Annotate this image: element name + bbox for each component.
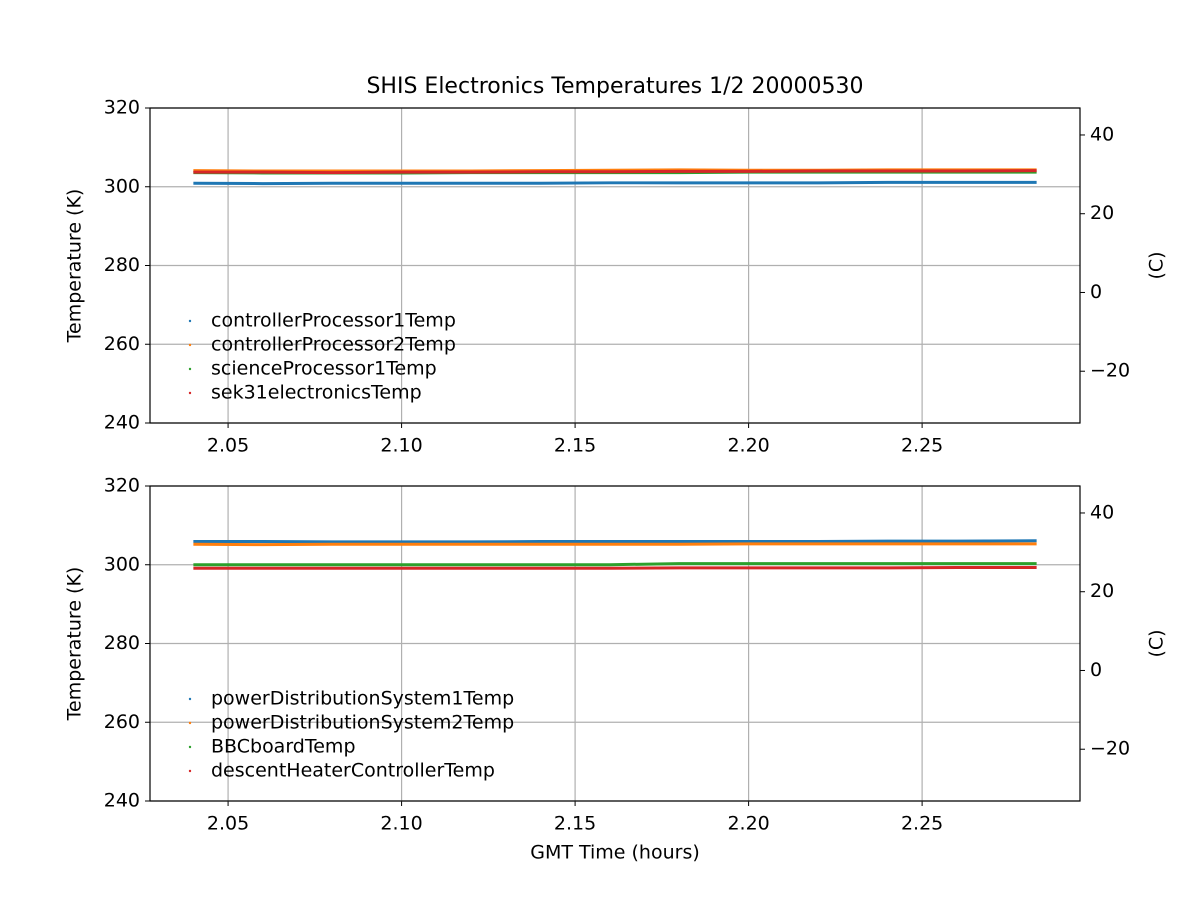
y2-tick-label: −20 <box>1090 360 1130 382</box>
y2-tick-label: 20 <box>1090 202 1114 224</box>
x-tick-label: 2.05 <box>207 435 249 457</box>
y-tick-label: 280 <box>104 632 140 654</box>
y-axis-label: Temperature (K) <box>64 189 86 344</box>
y-tick-label: 240 <box>104 790 140 812</box>
y-tick-label: 300 <box>104 553 140 575</box>
chart-title: SHIS Electronics Temperatures 1/2 200005… <box>366 74 863 99</box>
y-axis-label: Temperature (K) <box>64 567 86 722</box>
legend-label: scienceProcessor1Temp <box>211 358 437 380</box>
x-tick-label: 2.20 <box>727 435 769 457</box>
y2-tick-label: 40 <box>1090 123 1114 145</box>
series-line <box>193 539 1037 544</box>
legend-label: powerDistributionSystem2Temp <box>211 712 514 734</box>
y2-tick-label: −20 <box>1090 738 1130 760</box>
x-axis-label: GMT Time (hours) <box>530 842 700 864</box>
y2-axis-label: (C) <box>1146 251 1168 279</box>
legend-marker <box>188 391 192 395</box>
x-tick-label: 2.20 <box>727 813 769 835</box>
legend-marker <box>188 745 192 749</box>
legend-marker <box>188 367 192 371</box>
legend-label: descentHeaterControllerTemp <box>211 760 495 782</box>
y-tick-label: 260 <box>104 711 140 733</box>
y-tick-label: 280 <box>104 254 140 276</box>
x-tick-label: 2.25 <box>901 435 943 457</box>
legend-marker <box>188 697 192 701</box>
legend-marker <box>188 769 192 773</box>
legend-label: BBCboardTemp <box>211 736 356 758</box>
y2-tick-label: 0 <box>1090 281 1102 303</box>
legend-marker <box>188 721 192 725</box>
legend-marker <box>188 343 192 347</box>
y-tick-label: 300 <box>104 175 140 197</box>
legend-label: controllerProcessor2Temp <box>211 334 456 356</box>
y-tick-label: 320 <box>104 475 140 497</box>
legend-label: sek31electronicsTemp <box>211 382 422 404</box>
axes-frame <box>149 107 1081 424</box>
y2-axis-label: (C) <box>1146 629 1168 657</box>
x-tick-label: 2.05 <box>207 813 249 835</box>
series-line <box>193 566 1037 570</box>
x-tick-label: 2.15 <box>554 813 596 835</box>
y2-tick-label: 20 <box>1090 580 1114 602</box>
axes-frame <box>149 485 1081 802</box>
series-line <box>193 542 1037 547</box>
series-line <box>193 169 1037 175</box>
legend-marker <box>188 319 192 323</box>
x-tick-label: 2.10 <box>380 435 422 457</box>
y2-tick-label: 0 <box>1090 659 1102 681</box>
y2-tick-label: 40 <box>1090 501 1114 523</box>
y-tick-label: 240 <box>104 412 140 434</box>
y-tick-label: 260 <box>104 333 140 355</box>
series-line <box>193 180 1037 186</box>
x-tick-label: 2.10 <box>380 813 422 835</box>
y-tick-label: 320 <box>104 97 140 119</box>
x-tick-label: 2.25 <box>901 813 943 835</box>
legend-label: powerDistributionSystem1Temp <box>211 688 514 710</box>
legend-label: controllerProcessor1Temp <box>211 310 456 332</box>
x-tick-label: 2.15 <box>554 435 596 457</box>
series-line <box>193 562 1037 567</box>
